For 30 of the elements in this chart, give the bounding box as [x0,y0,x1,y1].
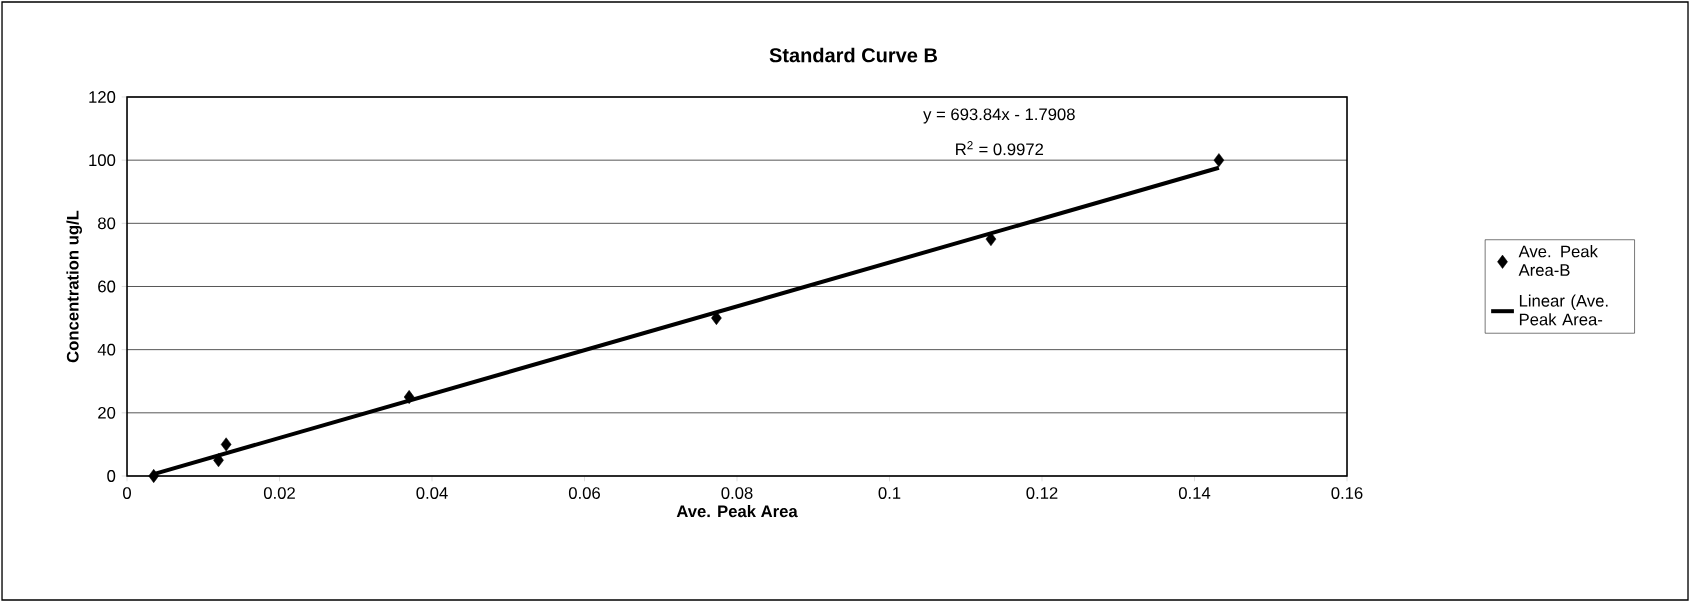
legend-label: Ave. Peak Area-B [1518,245,1598,276]
x-tick-label: 0.02 [263,487,295,499]
x-tick-label: 0.16 [1331,487,1363,499]
y-tick-label: 20 [98,406,116,419]
y-tick-label: 40 [97,343,116,356]
x-tick-label: 0.12 [1026,487,1058,499]
point [711,311,722,326]
point [148,469,159,483]
x-tick-label: 0.08 [721,487,753,499]
x-tick-label: 0.04 [416,487,448,499]
y-tick-label: 0 [107,470,116,482]
annotation: R$^{2}$ = 0.9972 [956,141,1044,156]
x-tick-label: 0.06 [568,487,600,499]
x-tick-label: 0 [123,487,131,499]
point [213,453,224,468]
y-tick-label: 100 [89,154,116,167]
x-tick-label: 0.1 [878,487,901,499]
y-axis-title: Concentration ug/L [66,210,83,363]
chart-title: Standard Curve B [769,47,937,63]
point [1213,153,1225,168]
point [985,232,997,247]
y-tick-label: 120 [89,91,116,103]
y-tick-label: 60 [98,280,116,293]
point [220,437,232,452]
annotation: y = 693.84x - 1.7908 [923,108,1075,124]
point [403,390,415,404]
legend-label: Linear (Ave. Peak Area- [1519,294,1608,326]
x-tick-label: 0.14 [1178,487,1211,499]
y-tick-label: 80 [98,217,116,230]
x-axis-title: Ave. Peak Area [676,504,798,518]
